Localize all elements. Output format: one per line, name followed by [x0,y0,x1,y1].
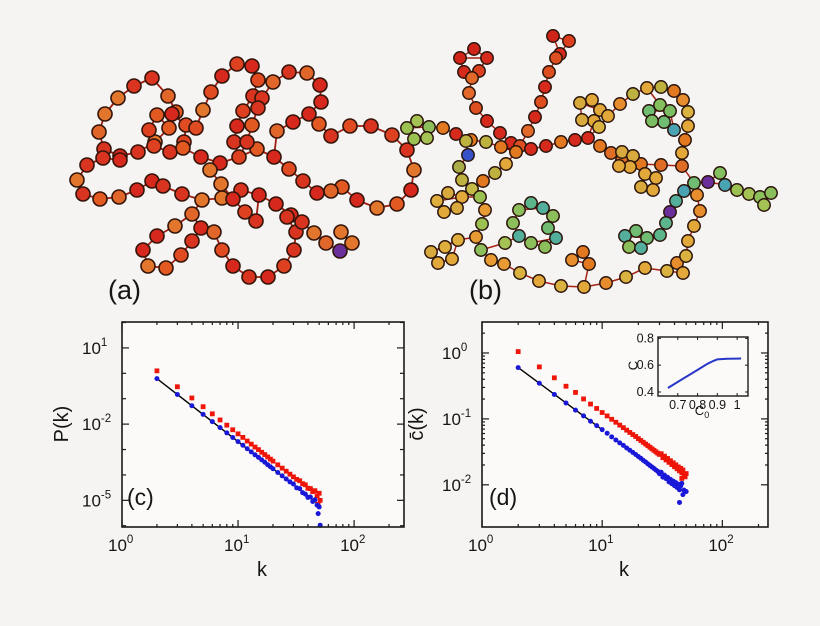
inset-xlabel-sub: 0 [704,410,710,420]
network-b [400,29,778,294]
tick-label: 100 [108,534,133,555]
tick-label: 102 [340,534,365,555]
tick-label: 101 [82,337,107,358]
inset-ytick-label: 0.8 [637,331,654,345]
series-blue-circles [515,365,689,505]
series-red-squares [154,368,323,507]
tick-label: 10-1 [442,408,471,429]
network-a [69,56,422,285]
inset-xtick-label: 0.9 [709,398,726,412]
inset-xlabel: C0 [672,404,732,420]
inset-ylabel: C [625,360,641,371]
inset-xtick-label: 0.8 [689,398,706,412]
panel-d-inset: 0.7 0.8 0.9 10.40.60.8 [637,331,749,412]
tick-label: 100 [468,534,493,555]
panel-c-xlabel: k [257,559,267,581]
series-red-squares [515,349,689,481]
tick-label: 101 [224,534,249,555]
tick-label: 101 [588,534,613,555]
panel-d-label: (d) [489,484,518,510]
network-a-nodes [69,56,422,285]
tick-label: 10-2 [82,413,111,434]
inset-xtick-label: 1 [734,398,741,412]
tick-label: 102 [708,534,733,555]
tick-label: 10-5 [82,489,111,510]
panel-b-label: (b) [469,275,502,305]
inset-ytick-label: 0.4 [637,385,654,399]
panel-d-xlabel: k [619,559,629,581]
network-b-nodes [400,29,778,294]
inset-ytick-label: 0.6 [637,358,654,372]
inset-line [667,357,742,389]
panel-c-plot: 100 101 102 10-5 10-2 101 [82,321,405,555]
tick-label: 100 [442,342,467,363]
panel-c-ylabel: P(k) [51,405,73,443]
tick-label: 10-2 [442,474,471,495]
panel-d-ylabel: c̄(k) [406,407,428,441]
series-blue-circles [154,376,323,528]
inset-xtick-label: 0.7 [669,398,686,412]
panel-a-label: (a) [108,275,141,305]
panel-c-label: (c) [127,484,154,510]
fit-line [517,367,603,431]
inset-xlabel-main: C [694,403,705,418]
